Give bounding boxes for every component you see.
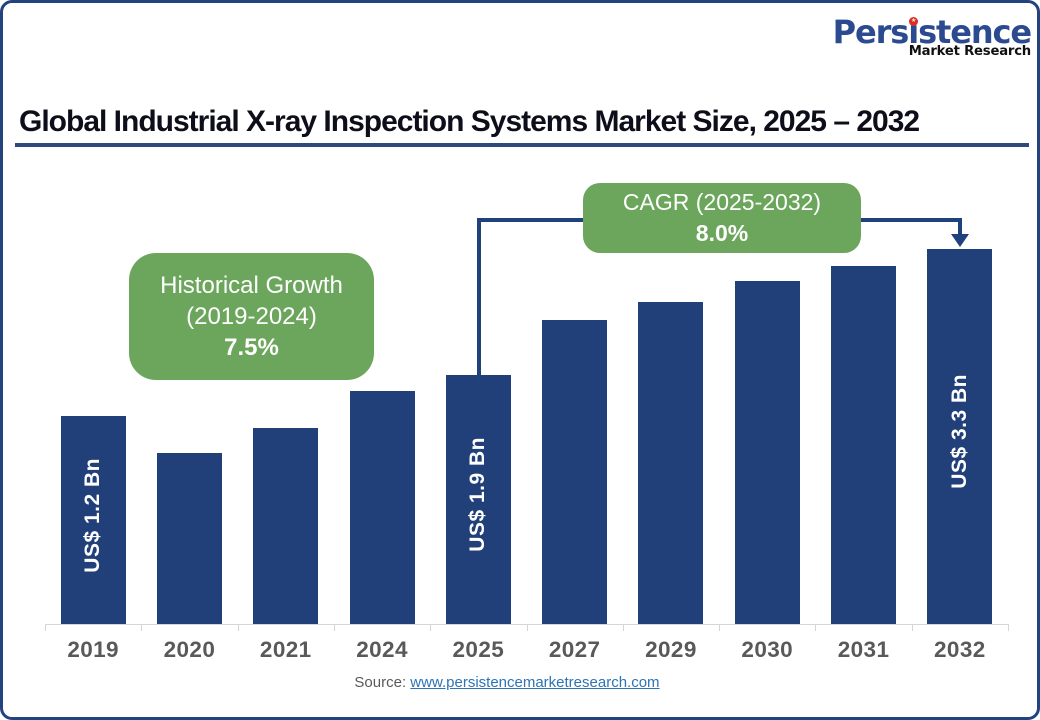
bar-2031 [831, 266, 897, 624]
bar-2021 [253, 428, 319, 624]
cagr-line1: CAGR (2025-2032) [622, 189, 822, 215]
logo-brand-text: Persistence [832, 13, 1032, 51]
bar-value-label-2025: US$ 1.9 Bn [466, 437, 490, 552]
logo-tagline-text: Market Research [908, 44, 1031, 59]
source-link[interactable]: www.persistencemarketresearch.com [410, 674, 660, 691]
historical-growth-line1: Historical Growth [160, 272, 343, 299]
cagr-callout: CAGR (2025-2032) 8.0% [583, 183, 861, 253]
source-prefix: Source: [354, 674, 411, 691]
chart-title: Global Industrial X-ray Inspection Syste… [19, 105, 920, 138]
bar-2029 [638, 302, 704, 624]
historical-growth-value: 7.5% [224, 334, 279, 361]
historical-growth-callout: Historical Growth (2019-2024) 7.5% [129, 253, 374, 380]
bar-2019: US$ 1.2 Bn [60, 416, 126, 624]
bar-2025: US$ 1.9 Bn [445, 375, 511, 624]
source-line: Source: www.persistencemarketresearch.co… [0, 674, 1014, 691]
axis-tick [815, 624, 817, 631]
x-axis-label-2021: 2021 [259, 637, 312, 662]
axis-tick [430, 624, 432, 631]
axis-tick [333, 624, 335, 631]
cagr-value: 8.0% [695, 220, 749, 246]
bar-2032: US$ 3.3 Bn [927, 249, 993, 624]
axis-tick [45, 624, 46, 631]
bar-2030 [734, 281, 800, 624]
axis-tick [1008, 624, 1009, 631]
x-axis-label-2025: 2025 [452, 637, 505, 662]
x-axis-label-2031: 2031 [837, 637, 890, 662]
axis-tick [719, 624, 721, 631]
brand-logo: Persistence ★ Market Research [832, 13, 1032, 59]
axis-tick [141, 624, 143, 631]
x-axis-label-2019: 2019 [67, 637, 119, 662]
axis-tick [622, 624, 624, 631]
connector-line-right [861, 218, 962, 236]
x-axis-label-2029: 2029 [645, 637, 697, 662]
bar-2024 [349, 391, 415, 624]
axis-tick [237, 624, 239, 631]
x-axis-label-2027: 2027 [548, 637, 601, 662]
arrow-down-icon [951, 234, 969, 247]
bar-2027 [542, 320, 608, 624]
historical-growth-line2: (2019-2024) [186, 303, 317, 330]
title-underline [15, 143, 1029, 147]
x-axis-label-2030: 2030 [741, 637, 794, 662]
x-axis-label-2020: 2020 [163, 637, 216, 662]
bar-value-label-2032: US$ 3.3 Bn [947, 374, 971, 489]
axis-tick [911, 624, 913, 631]
x-axis-label-2024: 2024 [356, 637, 408, 662]
logo-star-icon: ★ [909, 16, 919, 26]
axis-tick [526, 624, 528, 631]
bar-value-label-2019: US$ 1.2 Bn [81, 457, 105, 573]
x-axis-label-2032: 2032 [934, 637, 986, 662]
bar-2020 [156, 453, 222, 624]
